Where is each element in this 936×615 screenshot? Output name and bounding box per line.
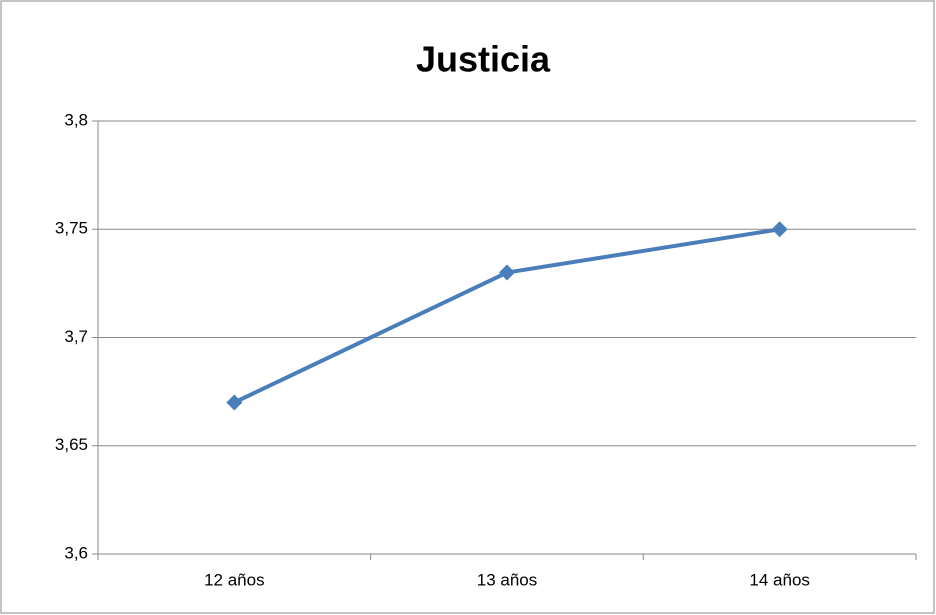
marker bbox=[771, 221, 788, 238]
chart-title: Justicia bbox=[416, 39, 551, 80]
y-tick-label: 3,75 bbox=[55, 219, 88, 238]
marker bbox=[499, 264, 515, 281]
y-tick-label: 3,8 bbox=[64, 110, 88, 129]
y-tick-label: 3,6 bbox=[64, 543, 88, 562]
y-tick-label: 3,65 bbox=[55, 435, 88, 454]
x-tick-label: 13 años bbox=[477, 570, 538, 589]
x-tick-label: 14 años bbox=[749, 570, 810, 589]
y-tick-label: 3,7 bbox=[64, 327, 88, 346]
x-tick-label: 12 años bbox=[204, 570, 265, 589]
marker bbox=[226, 394, 243, 411]
